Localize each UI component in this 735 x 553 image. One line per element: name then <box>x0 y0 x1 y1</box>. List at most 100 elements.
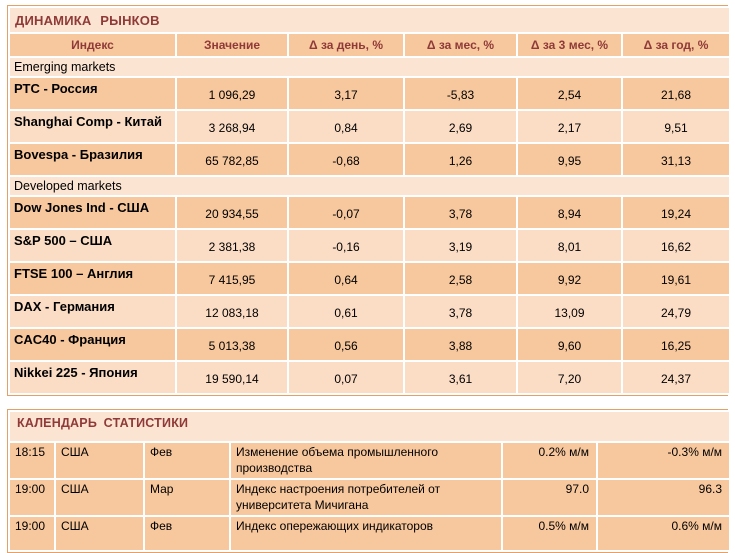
index-value-cell: 24,79 <box>620 294 732 329</box>
index-row: DAX - Германия 12 083,18 0,61 3,78 13,09 24,7… <box>8 294 732 329</box>
index-row: Nikkei 225 - Япония 19 590,14 0,07 3,61 7,20… <box>8 360 732 395</box>
calendar-time-cell: 18:15 <box>8 440 56 481</box>
index-name-cell: CAC40 - Франция <box>8 327 177 362</box>
calendar-value2-cell: 96.3 <box>595 478 732 518</box>
index-value-cell: 0,61 <box>287 294 405 329</box>
index-row: Shanghai Comp - Китай 3 268,94 0,84 2,69 2,1… <box>8 109 732 144</box>
column-header-month: Δ за мес, % <box>403 32 518 58</box>
section-label: Emerging markets <box>7 56 732 78</box>
index-value-cell: 9,51 <box>620 109 732 144</box>
calendar-event-cell: Индекс настроения потребителей от универ… <box>229 478 503 518</box>
calendar-row: 19:00 США Мар Индекс настроения потребителе… <box>8 478 732 518</box>
index-value-cell: 7 415,95 <box>175 261 289 296</box>
index-value-cell: 1 096,29 <box>175 76 289 111</box>
calendar-time-cell: 19:00 <box>8 515 56 553</box>
index-row: S&P 500 – США 2 381,38 -0,16 3,19 8,01 16,62 <box>8 228 732 263</box>
index-value-cell: 2,17 <box>516 109 623 144</box>
calendar-row: 18:15 США Фев Изменение объема промышленног… <box>8 440 732 481</box>
column-header-day: Δ за день, % <box>287 32 405 58</box>
index-value-cell: 3 268,94 <box>175 109 289 144</box>
index-name-cell: Dow Jones Ind - США <box>8 195 177 230</box>
calendar-country-cell: США <box>54 440 145 481</box>
index-value-cell: 65 782,85 <box>175 142 289 177</box>
section-label: Developed markets <box>7 175 732 197</box>
index-value-cell: 20 934,55 <box>175 195 289 230</box>
index-value-cell: 9,60 <box>516 327 623 362</box>
section-row: Developed markets <box>7 175 732 197</box>
market-table: ДИНАМИКА РЫНКОВ Индекс Значение Δ за ден… <box>7 6 732 395</box>
index-value-cell: 21,68 <box>620 76 732 111</box>
index-value-cell: 3,88 <box>403 327 518 362</box>
index-value-cell: 2,69 <box>403 109 518 144</box>
index-value-cell: -5,83 <box>403 76 518 111</box>
index-value-cell: 8,01 <box>516 228 623 263</box>
calendar-country-cell: США <box>54 515 145 553</box>
index-value-cell: 0,56 <box>287 327 405 362</box>
index-value-cell: 19,24 <box>620 195 732 230</box>
index-name-cell: S&P 500 – США <box>8 228 177 263</box>
index-name-cell: DAX - Германия <box>8 294 177 329</box>
index-value-cell: 24,37 <box>620 360 732 395</box>
index-value-cell: 13,09 <box>516 294 623 329</box>
calendar-table: КАЛЕНДАРЬ СТАТИСТИКИ 18:15 США Фев Изменени… <box>7 410 732 553</box>
index-value-cell: 19,61 <box>620 261 732 296</box>
calendar-time-cell: 19:00 <box>8 478 56 518</box>
column-header-index: Индекс <box>8 32 177 58</box>
index-value-cell: -0,16 <box>287 228 405 263</box>
column-header-year: Δ за год, % <box>620 32 732 58</box>
index-value-cell: 5 013,38 <box>175 327 289 362</box>
calendar-title: КАЛЕНДАРЬ СТАТИСТИКИ <box>7 410 732 443</box>
calendar-period-cell: Фев <box>143 440 231 481</box>
index-row: РТС - Россия 1 096,29 3,17 -5,83 2,54 21,68 <box>8 76 732 111</box>
index-name-cell: Nikkei 225 - Япония <box>8 360 177 395</box>
column-header-3month: Δ за 3 мес, % <box>516 32 623 58</box>
index-value-cell: 8,94 <box>516 195 623 230</box>
index-name-cell: Shanghai Comp - Китай <box>8 109 177 144</box>
index-value-cell: 3,78 <box>403 195 518 230</box>
market-table-body: Emerging markets РТС - Россия 1 096,29 3,17… <box>7 56 732 395</box>
calendar-value1-cell: 0.2% м/м <box>501 440 598 481</box>
column-header-value: Значение <box>175 32 289 58</box>
index-value-cell: 0,07 <box>287 360 405 395</box>
index-value-cell: 2,54 <box>516 76 623 111</box>
index-value-cell: 16,62 <box>620 228 732 263</box>
calendar-value2-cell: 0.6% м/м <box>595 515 732 553</box>
index-value-cell: 2,58 <box>403 261 518 296</box>
index-row: FTSE 100 – Англия 7 415,95 0,64 2,58 9,92 19,… <box>8 261 732 296</box>
calendar-event-cell: Индекс опережающих индикаторов <box>229 515 503 553</box>
index-value-cell: 16,25 <box>620 327 732 362</box>
index-name-cell: РТС - Россия <box>8 76 177 111</box>
index-name-cell: Bovespa - Бразилия <box>8 142 177 177</box>
statistics-calendar-block: КАЛЕНДАРЬ СТАТИСТИКИ 18:15 США Фев Изменени… <box>7 409 732 553</box>
index-row: Dow Jones Ind - США 20 934,55 -0,07 3,78 8,9… <box>8 195 732 230</box>
index-value-cell: 9,95 <box>516 142 623 177</box>
market-title-row: ДИНАМИКА РЫНКОВ <box>7 6 732 34</box>
index-value-cell: 3,19 <box>403 228 518 263</box>
market-title: ДИНАМИКА РЫНКОВ <box>7 6 732 34</box>
index-value-cell: -0,68 <box>287 142 405 177</box>
calendar-period-cell: Мар <box>143 478 231 518</box>
market-header-row: Индекс Значение Δ за день, % Δ за мес, %… <box>8 32 732 58</box>
index-value-cell: 19 590,14 <box>175 360 289 395</box>
market-dynamics-block: ДИНАМИКА РЫНКОВ Индекс Значение Δ за ден… <box>7 5 732 396</box>
index-value-cell: 3,61 <box>403 360 518 395</box>
index-value-cell: 3,17 <box>287 76 405 111</box>
market-table-frame: ДИНАМИКА РЫНКОВ Индекс Значение Δ за ден… <box>7 5 732 396</box>
index-name-cell: FTSE 100 – Англия <box>8 261 177 296</box>
index-value-cell: 1,26 <box>403 142 518 177</box>
index-row: CAC40 - Франция 5 013,38 0,56 3,88 9,60 16,25 <box>8 327 732 362</box>
calendar-country-cell: США <box>54 478 145 518</box>
calendar-table-frame: КАЛЕНДАРЬ СТАТИСТИКИ 18:15 США Фев Изменени… <box>7 409 732 553</box>
index-value-cell: 2 381,38 <box>175 228 289 263</box>
calendar-value2-cell: -0.3% м/м <box>595 440 732 481</box>
section-row: Emerging markets <box>7 56 732 78</box>
calendar-value1-cell: 0.5% м/м <box>501 515 598 553</box>
index-value-cell: 9,92 <box>516 261 623 296</box>
calendar-table-body: 18:15 США Фев Изменение объема промышленног… <box>8 440 732 553</box>
index-value-cell: 12 083,18 <box>175 294 289 329</box>
index-value-cell: 0,64 <box>287 261 405 296</box>
calendar-event-cell: Изменение объема промышленного производс… <box>229 440 503 481</box>
index-value-cell: 7,20 <box>516 360 623 395</box>
calendar-value1-cell: 97.0 <box>501 478 598 518</box>
calendar-row: 19:00 США Фев Индекс опережающих индикаторо… <box>8 515 732 553</box>
